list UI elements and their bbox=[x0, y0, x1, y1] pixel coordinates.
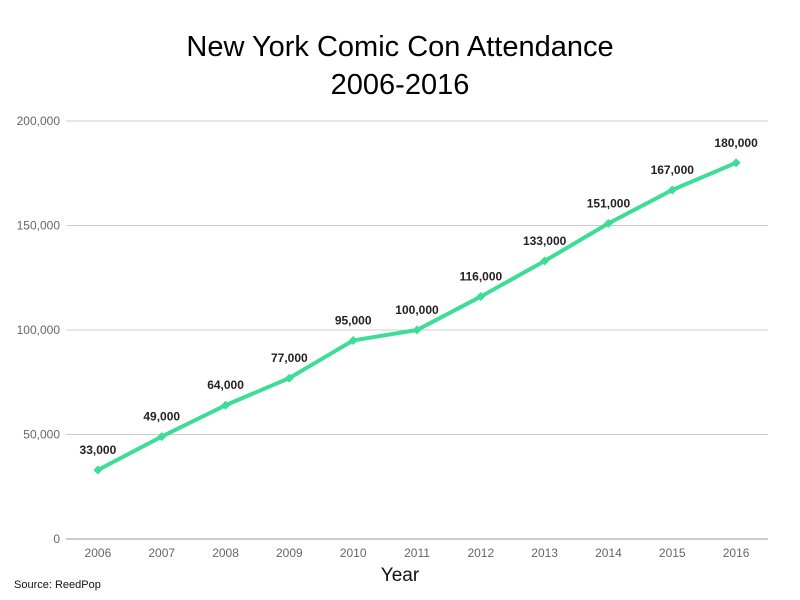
x-tick-label: 2015 bbox=[659, 546, 686, 560]
data-label: 167,000 bbox=[651, 163, 695, 177]
data-label: 49,000 bbox=[143, 410, 180, 424]
data-label: 116,000 bbox=[459, 270, 502, 284]
data-point bbox=[348, 335, 358, 345]
x-tick-label: 2009 bbox=[276, 546, 303, 560]
data-point bbox=[284, 373, 294, 383]
x-axis-title: Year bbox=[380, 565, 420, 586]
chart-subtitle: 2006-2016 bbox=[330, 69, 470, 101]
data-point bbox=[731, 158, 741, 168]
x-tick-label: 2006 bbox=[85, 546, 112, 560]
data-label: 33,000 bbox=[80, 443, 117, 457]
data-point bbox=[412, 325, 422, 335]
y-tick-label: 150,000 bbox=[17, 219, 61, 233]
data-label: 95,000 bbox=[335, 313, 372, 327]
source-note: Source: ReedPop bbox=[14, 579, 101, 591]
data-point bbox=[157, 432, 167, 442]
data-point bbox=[476, 292, 486, 302]
y-tick-label: 100,000 bbox=[17, 323, 61, 337]
x-tick-label: 2014 bbox=[595, 546, 622, 560]
y-tick-label: 0 bbox=[53, 532, 60, 546]
data-label: 133,000 bbox=[523, 234, 567, 248]
y-tick-label: 50,000 bbox=[23, 428, 60, 442]
data-point bbox=[667, 185, 677, 195]
y-tick-label: 200,000 bbox=[17, 114, 61, 128]
data-point bbox=[540, 256, 550, 266]
x-tick-label: 2012 bbox=[467, 546, 494, 560]
chart-title: New York Comic Con Attendance bbox=[186, 31, 614, 63]
data-label: 151,000 bbox=[587, 196, 631, 210]
data-label: 64,000 bbox=[207, 378, 244, 392]
x-tick-label: 2016 bbox=[723, 546, 750, 560]
data-point bbox=[221, 400, 231, 410]
x-tick-label: 2010 bbox=[340, 546, 367, 560]
data-label: 100,000 bbox=[395, 303, 439, 317]
x-tick-label: 2007 bbox=[148, 546, 175, 560]
data-point bbox=[603, 218, 613, 228]
x-tick-label: 2008 bbox=[212, 546, 239, 560]
data-point bbox=[93, 465, 103, 475]
data-label: 180,000 bbox=[714, 136, 758, 150]
x-tick-label: 2011 bbox=[404, 546, 430, 560]
data-label: 77,000 bbox=[271, 351, 308, 365]
x-tick-label: 2013 bbox=[531, 546, 558, 560]
